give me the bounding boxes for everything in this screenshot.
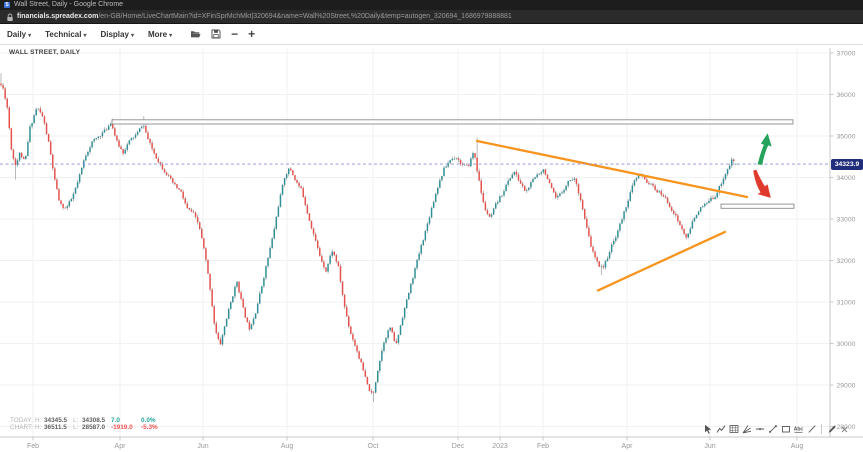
spreadex-favicon: S (4, 2, 10, 8)
chart-low: 28587.0 (82, 424, 106, 431)
svg-text:29000: 29000 (837, 382, 856, 389)
chart-high: 36511.5 (44, 424, 67, 431)
svg-text:34000: 34000 (837, 175, 856, 182)
clear-drawings-button[interactable] (838, 423, 851, 435)
close-x-icon (841, 426, 848, 432)
svg-text:2023: 2023 (492, 443, 508, 450)
chevron-down-icon: ▾ (83, 32, 87, 39)
svg-text:35000: 35000 (837, 133, 856, 140)
svg-text:32000: 32000 (837, 258, 856, 265)
zigzag-line-icon (716, 425, 725, 433)
grid-tool-button[interactable] (727, 423, 740, 435)
segment-line-icon (768, 425, 777, 433)
resistance-zone (111, 119, 794, 125)
svg-text:33000: 33000 (837, 216, 856, 223)
trendline-tool-button[interactable] (766, 423, 779, 435)
gridlines (0, 48, 830, 437)
toolbar-divider (818, 423, 825, 435)
svg-text:Feb: Feb (27, 443, 39, 450)
descending-trendline (475, 139, 749, 199)
trend-fan-tool-button[interactable] (740, 423, 753, 435)
chart-change: -1919.0 (111, 424, 133, 431)
polyline-tool-button[interactable] (714, 423, 727, 435)
svg-text:Jun: Jun (704, 443, 715, 450)
pointer-tool-button[interactable] (701, 423, 714, 435)
rectangle-icon (781, 426, 790, 433)
lock-icon[interactable] (6, 13, 14, 22)
svg-text:31000: 31000 (837, 299, 856, 306)
url-text[interactable]: financials.spreadex.com/en-GB/Home/LiveC… (17, 10, 512, 23)
save-chart-button[interactable] (211, 29, 221, 39)
address-bar[interactable]: financials.spreadex.com/en-GB/Home/LiveC… (0, 10, 863, 24)
svg-text:Abc: Abc (794, 427, 804, 433)
folder-open-icon (191, 31, 201, 38)
open-chart-button[interactable] (190, 29, 201, 39)
pencil-icon (828, 425, 836, 433)
svg-text:Apr: Apr (115, 443, 127, 450)
chart-instrument-title: WALL STREET, DAILY (9, 49, 81, 56)
drawing-toolbar: Abc (701, 422, 851, 436)
y-axis-labels: 37000 36000 35000 34000 33000 32000 31000 30000… (830, 50, 856, 431)
svg-text:Dec: Dec (452, 443, 465, 450)
abc-text-icon: Abc (794, 427, 804, 433)
zoom-in-button[interactable]: + (248, 27, 256, 41)
fan-lines-icon (742, 425, 751, 434)
x-axis-labels: Feb Apr Jun Aug Oct Dec 2023 Feb Apr Jun Aug (27, 437, 803, 450)
svg-text:Jun: Jun (197, 443, 208, 450)
pencil-tool-button[interactable] (825, 423, 838, 435)
menu-more[interactable]: More ▾ (147, 29, 173, 39)
svg-text:37000: 37000 (837, 50, 856, 57)
save-floppy-icon (211, 29, 221, 39)
ray-tool-button[interactable] (805, 423, 818, 435)
down-arrow-annotation (753, 169, 771, 198)
grid-icon (729, 425, 738, 433)
candles-layer (0, 73, 737, 403)
chevron-down-icon: ▾ (130, 32, 134, 39)
menu-technical[interactable]: Technical ▾ (45, 29, 87, 39)
trendlines (475, 139, 749, 292)
text-tool-button[interactable]: Abc (792, 423, 805, 435)
chart-stats-row: CHART: H: 36511.5 L: 28587.0 -1919.0 -5.… (10, 424, 165, 431)
svg-text:Feb: Feb (537, 443, 549, 450)
browser-title-bar: S Wall Street, Daily - Google Chrome (0, 0, 863, 10)
url-domain: financials.spreadex.com (17, 13, 99, 20)
rectangle-tool-button[interactable] (779, 423, 792, 435)
chevron-down-icon: ▾ (169, 32, 173, 39)
diagonal-line-icon (807, 425, 816, 433)
horizontal-line-icon (755, 428, 764, 430)
menu-display[interactable]: Display ▾ (100, 29, 134, 39)
chevron-down-icon: ▾ (28, 32, 32, 39)
cursor-icon (704, 424, 711, 434)
today-label: TODAY: (10, 417, 33, 424)
price-zones (111, 119, 795, 209)
menu-timeframe[interactable]: Daily ▾ (7, 29, 32, 39)
svg-text:Aug: Aug (791, 443, 804, 450)
chart-stats-legend: TODAY: H: 34345.5 L: 34308.5 7.0 0.0% CH… (10, 417, 165, 431)
support-zone (720, 203, 795, 209)
chart-menubar: Daily ▾ Technical ▾ Display ▾ More ▾ − + (0, 24, 863, 45)
today-stats-row: TODAY: H: 34345.5 L: 34308.5 7.0 0.0% (10, 417, 165, 424)
ascending-trendline (596, 230, 727, 292)
svg-text:Aug: Aug (281, 443, 294, 450)
window-title: Wall Street, Daily - Google Chrome (14, 1, 124, 8)
svg-text:Oct: Oct (368, 443, 379, 450)
today-low: 34308.5 (82, 417, 106, 424)
zoom-out-button[interactable]: − (231, 27, 239, 41)
today-change-pct: 0.0% (141, 417, 156, 424)
current-price-badge: 34323.9 (831, 158, 863, 170)
svg-text:30000: 30000 (837, 341, 856, 348)
up-arrow-annotation (757, 133, 772, 165)
url-path: /en-GB/Home/LiveChartMain?id=XFinSprMchM… (98, 13, 512, 20)
svg-text:Apr: Apr (622, 443, 634, 450)
svg-text:36000: 36000 (837, 92, 856, 99)
horizontal-line-tool-button[interactable] (753, 423, 766, 435)
today-high: 34345.5 (44, 417, 68, 424)
chart-label: CHART: (10, 424, 33, 431)
today-change: 7.0 (111, 417, 120, 424)
chart-change-pct: -5.3% (141, 424, 158, 431)
